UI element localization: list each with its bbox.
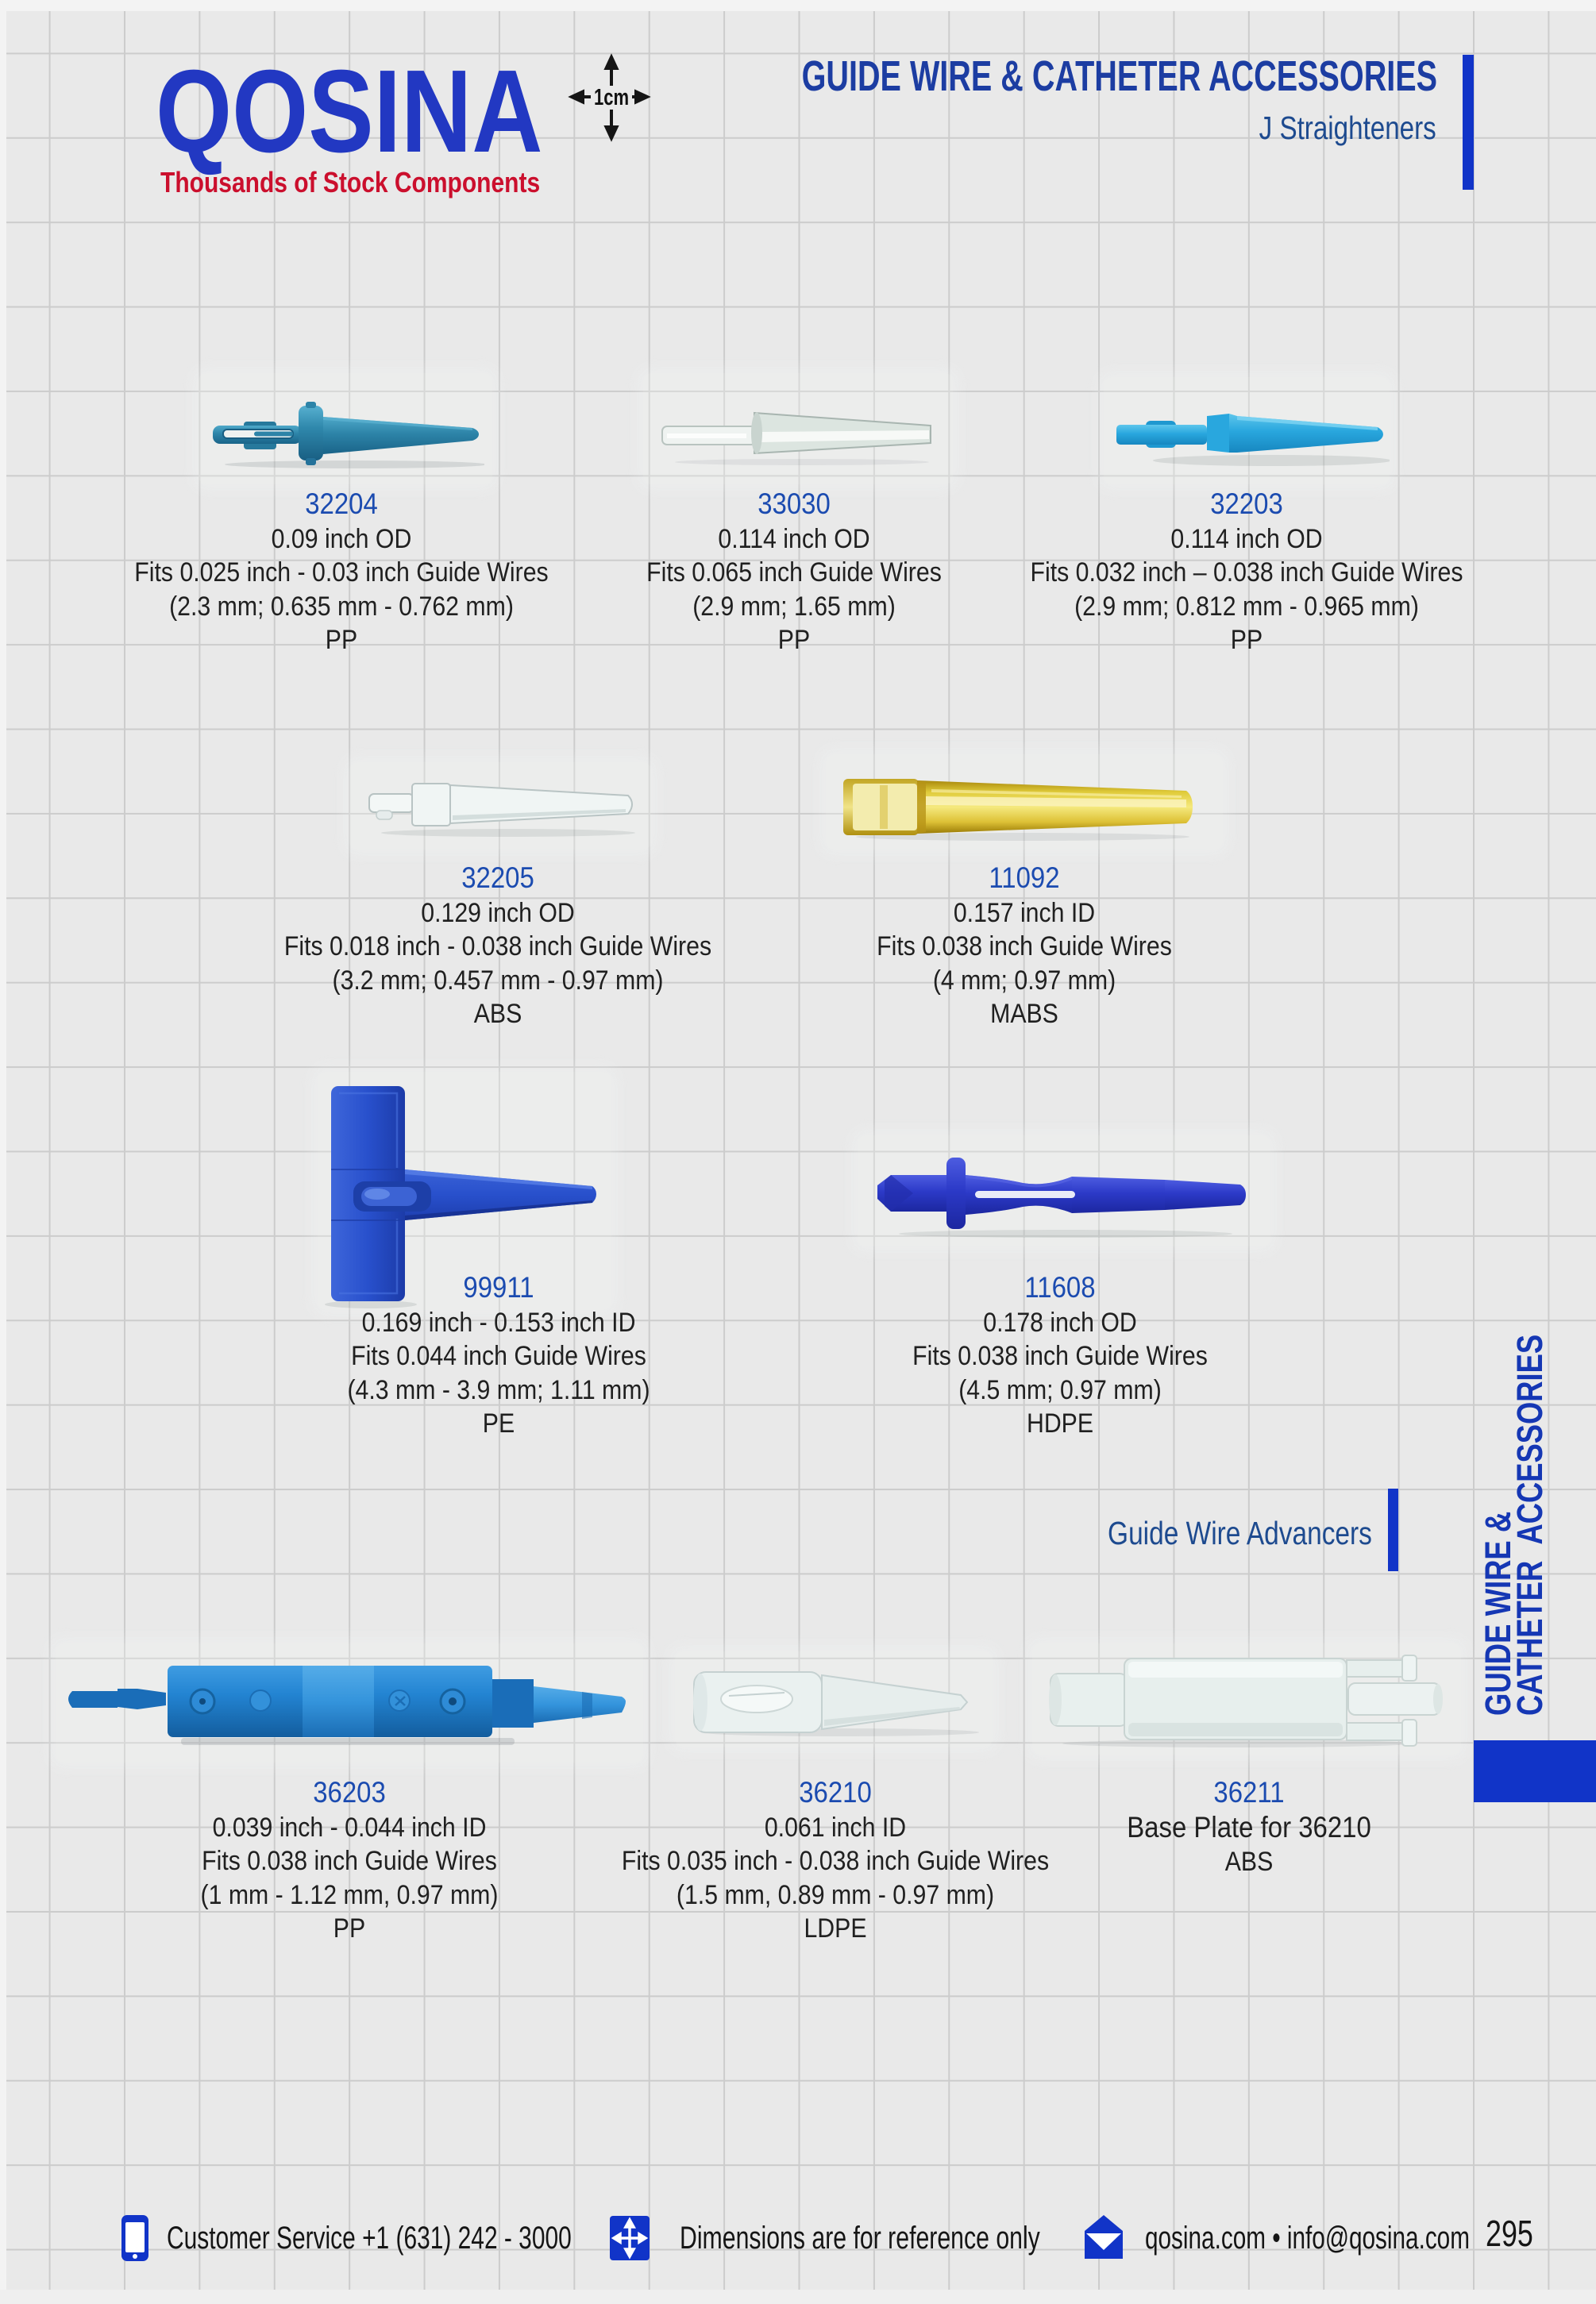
svg-text:1cm: 1cm (594, 85, 629, 110)
